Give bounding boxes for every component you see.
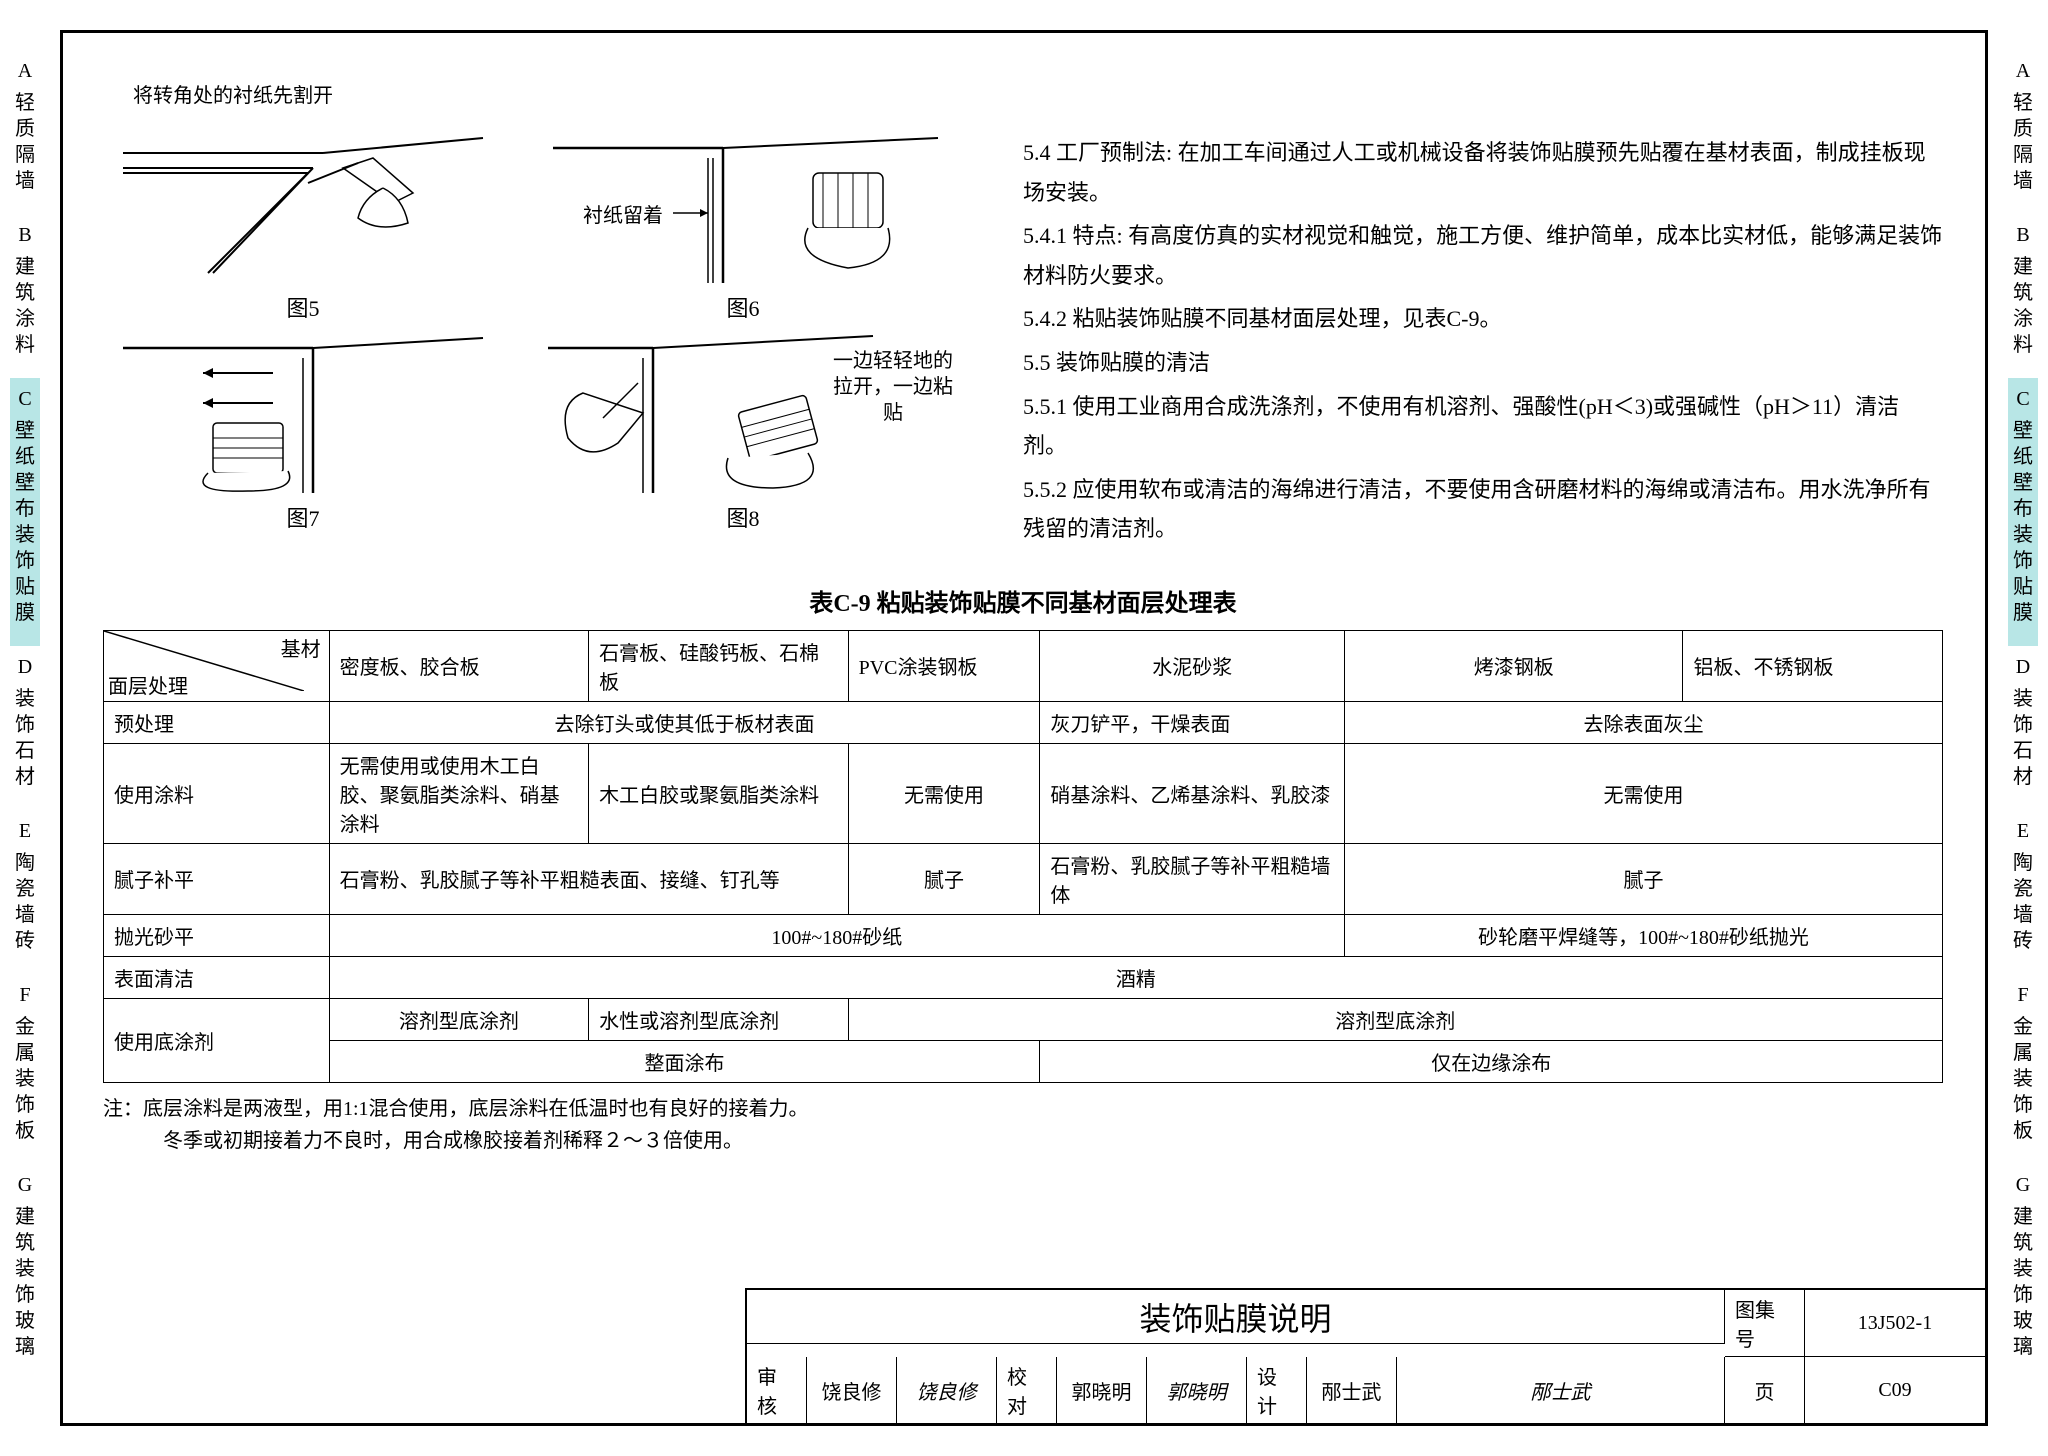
table-title: 表C-9 粘贴装饰贴膜不同基材面层处理表 xyxy=(103,583,1943,618)
table-cell: 无需使用 xyxy=(848,743,1040,843)
atlas-number: 13J502-1 xyxy=(1805,1290,1985,1357)
nav-tab-e[interactable]: E陶瓷墙砖 xyxy=(2008,810,2038,974)
paragraph: 5.4 工厂预制法: 在加工车间通过人工或机械设备将装饰贴膜预先贴覆在基材表面，… xyxy=(1023,133,1943,212)
nav-tab-b[interactable]: B建筑涂料 xyxy=(2008,214,2038,378)
nav-tab-g[interactable]: G建筑装饰玻璃 xyxy=(10,1164,40,1380)
nav-tab-g[interactable]: G建筑装饰玻璃 xyxy=(2008,1164,2038,1380)
nav-tab-a[interactable]: A轻质隔墙 xyxy=(10,50,40,214)
page-frame: 将转角处的衬纸先割开 图 xyxy=(60,30,1988,1426)
table-cell: 整面涂布 xyxy=(329,1040,1040,1082)
col-header: PVC涂装钢板 xyxy=(848,630,1040,701)
design-sig: 邴士武 xyxy=(1397,1357,1725,1423)
paragraph: 5.5.2 应使用软布或清洁的海绵进行清洁，不要使用含研磨材料的海绵或清洁布。用… xyxy=(1023,470,1943,549)
table-row: 抛光砂平100#~180#砂纸砂轮磨平焊缝等，100#~180#砂纸抛光 xyxy=(104,914,1943,956)
figure-5: 将转角处的衬纸先割开 图 xyxy=(103,133,503,323)
table-row: 表面清洁酒精 xyxy=(104,956,1943,998)
nav-tab-e[interactable]: E陶瓷墙砖 xyxy=(10,810,40,974)
row-label: 使用底涂剂 xyxy=(104,998,330,1082)
row-label: 腻子补平 xyxy=(104,843,330,914)
col-header: 石膏板、硅酸钙板、石棉板 xyxy=(589,630,848,701)
col-header: 铝板、不锈钢板 xyxy=(1683,630,1943,701)
drawing-title: 装饰贴膜说明 xyxy=(747,1290,1725,1344)
figures-area: 将转角处的衬纸先割开 图 xyxy=(103,133,983,553)
nav-tab-f[interactable]: F金属装饰板 xyxy=(2008,974,2038,1164)
table-cell: 去除钉头或使其低于板材表面 xyxy=(329,701,1040,743)
row-label: 使用涂料 xyxy=(104,743,330,843)
page-label: 页 xyxy=(1725,1357,1805,1423)
fig5-label: 图5 xyxy=(103,291,503,323)
check-label: 校对 xyxy=(997,1357,1057,1423)
table-cell: 100#~180#砂纸 xyxy=(329,914,1344,956)
figure-6: 衬纸留着 图6 xyxy=(543,133,943,323)
fig8-annotation: 一边轻轻地的拉开，一边粘贴 xyxy=(833,348,953,426)
fig7-label: 图7 xyxy=(103,501,503,533)
paragraph: 5.5.1 使用工业商用合成洗涤剂，不使用有机溶剂、强酸性(pH＜3)或强碱性（… xyxy=(1023,387,1943,466)
paragraph: 5.4.1 特点: 有高度仿真的实材视觉和触觉，施工方便、维护简单，成本比实材低… xyxy=(1023,216,1943,295)
table-cell: 腻子 xyxy=(848,843,1040,914)
col-header: 密度板、胶合板 xyxy=(329,630,588,701)
table-row: 预处理去除钉头或使其低于板材表面灰刀铲平，干燥表面去除表面灰尘 xyxy=(104,701,1943,743)
table-row: 使用底涂剂溶剂型底涂剂水性或溶剂型底涂剂溶剂型底涂剂 xyxy=(104,998,1943,1040)
table-cell: 酒精 xyxy=(329,956,1942,998)
page-number: C09 xyxy=(1805,1357,1985,1423)
col-header: 水泥砂浆 xyxy=(1040,630,1345,701)
nav-tab-c[interactable]: C壁纸壁布装饰贴膜 xyxy=(2008,378,2038,646)
design-name: 邴士武 xyxy=(1307,1357,1397,1423)
left-nav-tabs: A轻质隔墙B建筑涂料C壁纸壁布装饰贴膜D装饰石材E陶瓷墙砖F金属装饰板G建筑装饰… xyxy=(10,50,40,1380)
nav-tab-d[interactable]: D装饰石材 xyxy=(10,646,40,810)
table-note: 注：底层涂料是两液型，用1:1混合使用，底层涂料在低温时也有良好的接着力。 冬季… xyxy=(103,1093,1003,1157)
check-name: 郭晓明 xyxy=(1057,1357,1147,1423)
table-cell: 腻子 xyxy=(1345,843,1943,914)
fig5-annotation: 将转角处的衬纸先割开 xyxy=(133,83,333,109)
col-header: 烤漆钢板 xyxy=(1345,630,1683,701)
table-cell: 砂轮磨平焊缝等，100#~180#砂纸抛光 xyxy=(1345,914,1943,956)
title-block: 装饰贴膜说明 图集号 13J502-1 审核 饶良修 饶良修 校对 郭晓明 郭晓… xyxy=(745,1288,1985,1423)
figure-7: 图7 xyxy=(103,333,503,533)
table-cell: 无需使用 xyxy=(1345,743,1943,843)
fig6-label: 图6 xyxy=(543,291,943,323)
table-row: 使用涂料无需使用或使用木工白胶、聚氨脂类涂料、硝基涂料木工白胶或聚氨脂类涂料无需… xyxy=(104,743,1943,843)
review-sig: 饶良修 xyxy=(897,1357,997,1423)
row-label: 预处理 xyxy=(104,701,330,743)
nav-tab-d[interactable]: D装饰石材 xyxy=(2008,646,2038,810)
table-cell: 无需使用或使用木工白胶、聚氨脂类涂料、硝基涂料 xyxy=(329,743,588,843)
nav-tab-c[interactable]: C壁纸壁布装饰贴膜 xyxy=(10,378,40,646)
table-cell: 溶剂型底涂剂 xyxy=(329,998,588,1040)
paragraph: 5.5 装饰贴膜的清洁 xyxy=(1023,343,1943,383)
nav-tab-f[interactable]: F金属装饰板 xyxy=(10,974,40,1164)
nav-tab-a[interactable]: A轻质隔墙 xyxy=(2008,50,2038,214)
table-cell: 灰刀铲平，干燥表面 xyxy=(1040,701,1345,743)
table-cell: 硝基涂料、乙烯基涂料、乳胶漆 xyxy=(1040,743,1345,843)
paragraph: 5.4.2 粘贴装饰贴膜不同基材面层处理，见表C-9。 xyxy=(1023,299,1943,339)
treatment-table: 基材 面层处理 密度板、胶合板 石膏板、硅酸钙板、石棉板 PVC涂装钢板 水泥砂… xyxy=(103,630,1943,1083)
table-cell: 石膏粉、乳胶腻子等补平粗糙墙体 xyxy=(1040,843,1345,914)
check-sig: 郭晓明 xyxy=(1147,1357,1247,1423)
table-cell: 仅在边缘涂布 xyxy=(1040,1040,1943,1082)
figure-8: 一边轻轻地的拉开，一边粘贴 图8 xyxy=(543,333,943,533)
review-name: 饶良修 xyxy=(807,1357,897,1423)
row-label: 抛光砂平 xyxy=(104,914,330,956)
table-cell: 溶剂型底涂剂 xyxy=(848,998,1942,1040)
table-row: 腻子补平石膏粉、乳胶腻子等补平粗糙表面、接缝、钉孔等腻子石膏粉、乳胶腻子等补平粗… xyxy=(104,843,1943,914)
table-row: 整面涂布仅在边缘涂布 xyxy=(104,1040,1943,1082)
fig6-annotation: 衬纸留着 xyxy=(583,203,663,229)
nav-tab-b[interactable]: B建筑涂料 xyxy=(10,214,40,378)
fig8-label: 图8 xyxy=(543,501,943,533)
text-column: 5.4 工厂预制法: 在加工车间通过人工或机械设备将装饰贴膜预先贴覆在基材表面，… xyxy=(1023,133,1943,553)
atlas-label: 图集号 xyxy=(1725,1290,1805,1357)
row-label: 表面清洁 xyxy=(104,956,330,998)
right-nav-tabs: A轻质隔墙B建筑涂料C壁纸壁布装饰贴膜D装饰石材E陶瓷墙砖F金属装饰板G建筑装饰… xyxy=(2008,50,2038,1380)
table-diag-header: 基材 面层处理 xyxy=(104,630,330,701)
table-cell: 水性或溶剂型底涂剂 xyxy=(589,998,848,1040)
table-cell: 石膏粉、乳胶腻子等补平粗糙表面、接缝、钉孔等 xyxy=(329,843,848,914)
table-cell: 去除表面灰尘 xyxy=(1345,701,1943,743)
table-cell: 木工白胶或聚氨脂类涂料 xyxy=(589,743,848,843)
design-label: 设计 xyxy=(1247,1357,1307,1423)
review-label: 审核 xyxy=(747,1357,807,1423)
